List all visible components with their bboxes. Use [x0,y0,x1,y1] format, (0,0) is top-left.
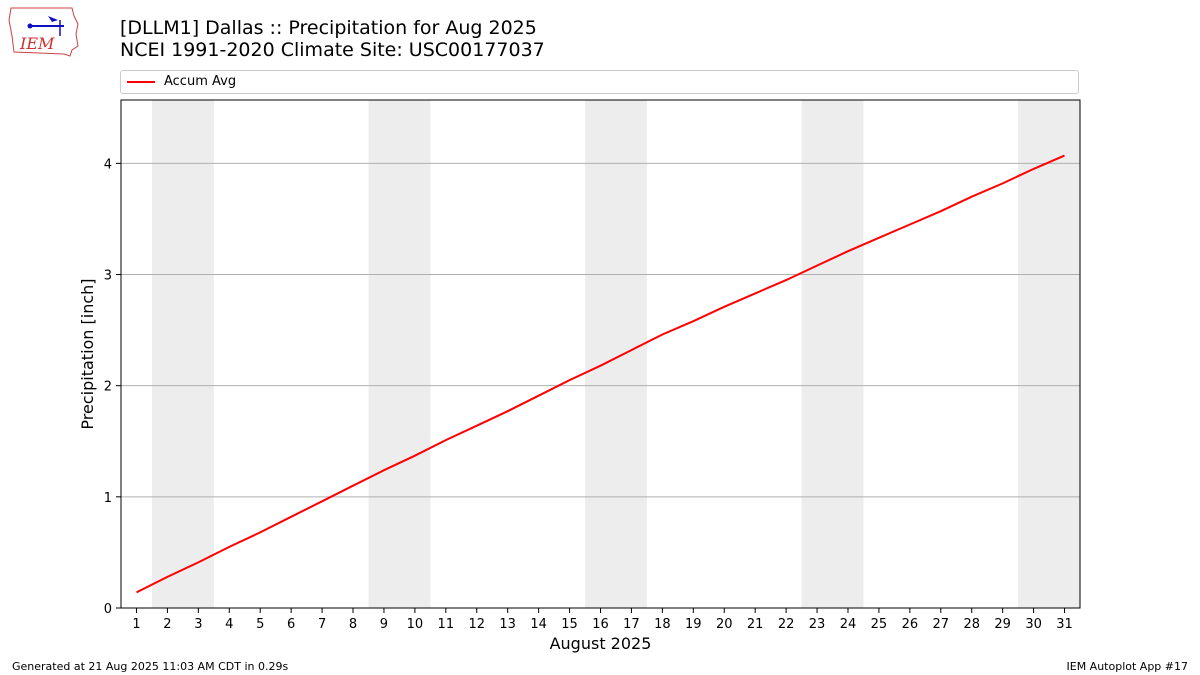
logo-text: IEM [19,34,55,53]
sensor-dot-icon [27,23,33,29]
x-tick-label-26: 26 [902,617,919,632]
y-tick-label-2: 2 [104,380,112,395]
x-tick-label-8: 8 [349,617,357,632]
x-tick-label-3: 3 [194,617,202,632]
chart-title-line1: [DLLM1] Dallas :: Precipitation for Aug … [120,17,537,39]
x-tick-label-14: 14 [530,617,547,632]
x-axis-label: August 2025 [550,634,652,653]
x-tick-label-21: 21 [747,617,764,632]
x-tick-label-16: 16 [592,617,609,632]
x-tick-label-18: 18 [654,617,671,632]
x-tick-label-17: 17 [623,617,640,632]
iem-logo: IEM [8,7,79,57]
weekend-band-0 [151,100,214,608]
x-tick-label-25: 25 [871,617,888,632]
generated-timestamp: Generated at 21 Aug 2025 11:03 AM CDT in… [12,660,289,673]
x-tick-label-27: 27 [933,617,950,632]
x-tick-label-30: 30 [1025,617,1042,632]
x-tick-label-12: 12 [468,617,485,632]
wind-cup-icon [48,16,58,22]
weekend-band-3 [801,100,864,608]
weekend-band-2 [585,100,647,608]
x-tick-label-31: 31 [1056,617,1073,632]
x-tick-label-22: 22 [778,617,795,632]
y-tick-label-3: 3 [104,269,112,284]
x-tick-label-2: 2 [163,617,171,632]
y-tick-label-4: 4 [104,157,112,172]
legend: Accum Avg [120,70,1079,94]
app-identifier: IEM Autoplot App #17 [1066,660,1189,673]
chart-title: [DLLM1] Dallas :: Precipitation for Aug … [120,17,545,61]
x-tick-label-4: 4 [225,617,233,632]
legend-label: Accum Avg [164,74,237,89]
x-tick-label-24: 24 [840,617,857,632]
weekend-band-1 [368,100,431,608]
x-tick-label-6: 6 [287,617,295,632]
x-tick-label-11: 11 [438,617,455,632]
x-tick-label-28: 28 [963,617,980,632]
iowa-state-outline [8,7,79,57]
x-tick-label-13: 13 [499,617,516,632]
y-tick-label-1: 1 [104,491,112,506]
weekend-band-4 [1018,100,1080,608]
x-tick-label-23: 23 [809,617,826,632]
y-axis-label: Precipitation [inch] [78,278,97,429]
y-tick-label-0: 0 [104,602,112,617]
x-tick-label-1: 1 [132,617,140,632]
x-tick-label-7: 7 [318,617,326,632]
x-tick-label-5: 5 [256,617,264,632]
x-tick-label-9: 9 [380,617,388,632]
x-tick-label-29: 29 [994,617,1011,632]
x-tick-label-10: 10 [407,617,424,632]
legend-swatch [127,81,155,83]
series-line-accum-avg [136,154,1065,594]
x-tick-label-20: 20 [716,617,733,632]
chart-title-line2: NCEI 1991-2020 Climate Site: USC00177037 [120,39,545,61]
x-tick-label-19: 19 [685,617,702,632]
x-tick-label-15: 15 [561,617,578,632]
